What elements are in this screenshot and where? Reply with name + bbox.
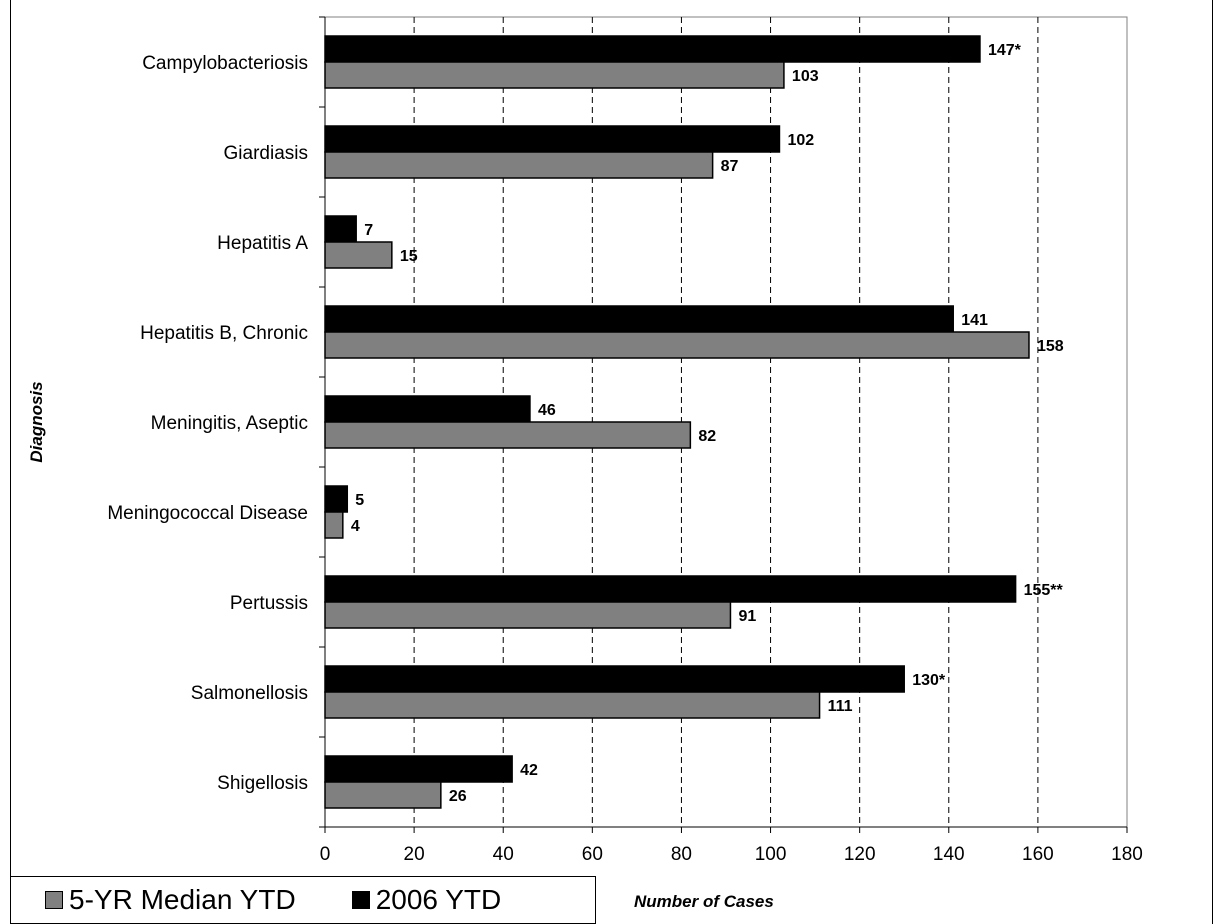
bar-2006-ytd-7: [324, 665, 905, 693]
bars: 147* 103 102 87 7 15 141 158 46 82 5 4 155** 91 130* 11…: [324, 35, 1064, 809]
x-tick-label-140: 140: [933, 844, 965, 865]
data-label-2006-ytd-8: 42: [520, 762, 538, 779]
bar-2006-ytd-6: [324, 575, 1017, 603]
legend: 5-YR Median YTD 2006 YTD: [10, 876, 596, 924]
category-label-2: Hepatitis A: [217, 233, 308, 254]
x-tick-label-160: 160: [1022, 844, 1054, 865]
legend-swatch-black: [351, 891, 370, 909]
data-label-5yr-median-3: 158: [1037, 338, 1064, 355]
legend-item-5yr-median: 5-YR Median YTD: [45, 884, 296, 916]
data-label-5yr-median-5: 4: [351, 518, 360, 535]
bar-2006-ytd-8: [324, 755, 513, 783]
bar-2006-ytd-3: [324, 305, 954, 333]
bar-2006-ytd-4: [324, 395, 531, 423]
legend-item-2006-ytd: 2006 YTD: [351, 884, 502, 916]
bar-5yr-median-1: [324, 151, 714, 179]
x-tick-label-100: 100: [755, 844, 787, 865]
x-tick-label-80: 80: [671, 844, 692, 865]
x-tick-label-20: 20: [404, 844, 425, 865]
category-label-5: Meningococcal Disease: [107, 503, 308, 524]
bar-2006-ytd-1: [324, 125, 781, 153]
data-label-2006-ytd-4: 46: [538, 402, 556, 419]
data-label-5yr-median-1: 87: [721, 158, 739, 175]
data-label-5yr-median-6: 91: [738, 608, 756, 625]
bar-5yr-median-3: [324, 331, 1030, 359]
data-label-2006-ytd-6: 155**: [1024, 582, 1064, 599]
data-label-2006-ytd-3: 141: [961, 312, 988, 329]
bar-2006-ytd-0: [324, 35, 981, 63]
bar-5yr-median-2: [324, 241, 393, 269]
x-tick-label-120: 120: [844, 844, 876, 865]
data-label-5yr-median-2: 15: [400, 248, 418, 265]
data-label-5yr-median-7: 111: [828, 698, 853, 715]
x-tick-label-60: 60: [582, 844, 603, 865]
legend-label-2006-ytd: 2006 YTD: [375, 884, 502, 915]
bar-2006-ytd-5: [324, 485, 349, 513]
x-tick-label-180: 180: [1111, 844, 1143, 865]
x-tick-label-0: 0: [320, 844, 331, 865]
bar-5yr-median-0: [324, 61, 785, 89]
x-tick-label-40: 40: [493, 844, 514, 865]
category-label-6: Pertussis: [230, 593, 308, 614]
y-axis-title: Diagnosis: [27, 381, 46, 462]
category-label-0: Campylobacteriosis: [142, 53, 308, 74]
data-label-2006-ytd-7: 130*: [912, 672, 946, 689]
category-label-8: Shigellosis: [217, 773, 308, 794]
category-label-7: Salmonellosis: [191, 683, 308, 704]
data-label-2006-ytd-5: 5: [355, 492, 364, 509]
legend-label-5yr-median: 5-YR Median YTD: [69, 884, 296, 915]
bar-2006-ytd-2: [324, 215, 357, 243]
bar-5yr-median-5: [324, 511, 344, 539]
category-label-4: Meningitis, Aseptic: [151, 413, 308, 434]
data-label-2006-ytd-0: 147*: [988, 42, 1022, 59]
bar-5yr-median-6: [324, 601, 732, 629]
data-label-5yr-median-0: 103: [792, 68, 819, 85]
data-label-5yr-median-4: 82: [698, 428, 716, 445]
data-label-2006-ytd-1: 102: [787, 132, 814, 149]
axes: Campylobacteriosis Giardiasis Hepatitis A H…: [107, 16, 1143, 865]
bar-5yr-median-7: [324, 691, 821, 719]
data-label-5yr-median-8: 26: [449, 788, 467, 805]
category-label-3: Hepatitis B, Chronic: [140, 323, 308, 344]
chart-frame: [10, 0, 1213, 924]
legend-swatch-gray: [45, 891, 63, 909]
x-axis-title: Number of Cases: [634, 892, 774, 911]
bar-5yr-median-4: [324, 421, 692, 449]
category-label-1: Giardiasis: [224, 143, 308, 164]
bar-5yr-median-8: [324, 781, 442, 809]
data-label-2006-ytd-2: 7: [364, 222, 373, 239]
